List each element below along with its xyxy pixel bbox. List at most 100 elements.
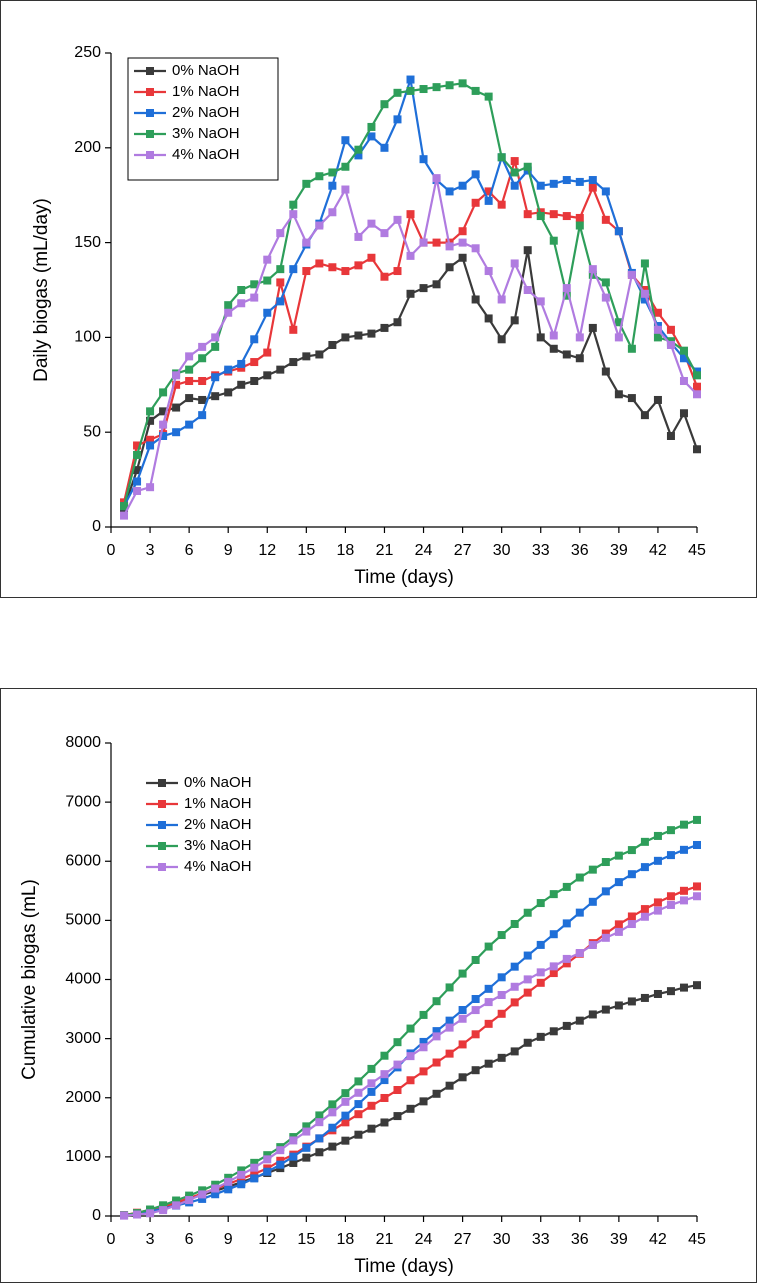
y-axis-title: Daily biogas (mL/day) [31,198,52,382]
data-point [419,1037,428,1046]
data-point [523,286,532,294]
data-point [562,212,571,221]
data-point [133,477,142,486]
x-tick-label: 33 [532,542,550,559]
data-point [302,1143,311,1152]
y-tick-label: 150 [74,234,101,251]
data-point [289,1158,298,1167]
data-point [224,308,233,317]
data-point [185,420,194,429]
x-tick-label: 33 [532,1231,550,1248]
data-point [198,1190,207,1199]
data-point [406,75,415,84]
data-point [679,409,688,418]
data-point [471,244,480,253]
data-point [432,238,441,247]
data-point [484,187,493,196]
data-point [497,1053,506,1062]
data-point [523,908,532,917]
data-point [263,255,272,264]
data-point [693,892,701,901]
data-point [614,851,623,860]
data-point [484,196,493,205]
data-point [601,293,610,302]
data-point [445,1016,454,1025]
data-point [380,1070,389,1079]
x-tick-label: 36 [571,1231,589,1248]
y-tick-label: 7000 [65,793,101,810]
data-point [211,373,220,382]
data-point [406,1076,415,1085]
data-point [588,183,597,192]
data-point [679,820,688,829]
data-point [458,1006,467,1015]
data-point [666,851,675,860]
legend-marker [158,863,166,871]
x-tick-label: 12 [258,542,276,559]
data-point [562,291,571,300]
x-tick-label: 15 [297,1231,315,1248]
data-point [549,930,558,939]
data-point [185,377,194,386]
data-point [523,951,532,960]
data-point [614,318,623,327]
data-point [198,377,207,386]
data-point [458,79,467,88]
data-point [302,1127,311,1136]
x-tick-label: 18 [337,1231,355,1248]
data-point [133,466,142,475]
data-point [693,981,701,990]
data-point [354,1100,363,1109]
data-point [393,318,402,327]
y-tick-label: 100 [74,329,101,346]
legend-label: 1% NaOH [172,83,240,100]
data-point [380,1051,389,1060]
data-point [640,905,649,914]
data-point [432,1027,441,1036]
data-point [484,314,493,323]
data-point [445,81,454,90]
data-point [185,1191,194,1200]
data-point [367,1087,376,1096]
data-point [250,377,259,386]
data-point [380,1118,389,1127]
data-point [640,993,649,1002]
legend-label: 4% NaOH [184,858,252,875]
data-point [328,1142,337,1151]
data-point [328,208,337,217]
data-point [614,920,623,929]
data-point [380,272,389,281]
data-point [367,1079,376,1088]
data-point [120,502,129,511]
data-point [367,329,376,338]
data-point [458,238,467,247]
data-point [198,342,207,351]
data-point [354,151,363,160]
data-point [393,1086,402,1095]
panel-frame [0,688,757,1283]
data-point [354,145,363,154]
data-point [640,912,649,921]
data-point [250,280,259,289]
data-point [627,394,636,403]
y-tick-label: 5000 [65,912,101,929]
data-point [614,227,623,236]
data-point [458,1014,467,1023]
data-point [640,863,649,872]
x-tick-label: 12 [258,1231,276,1248]
x-tick-label: 42 [649,542,667,559]
data-point [562,959,571,968]
data-point [419,284,428,293]
x-tick-label: 30 [493,542,511,559]
data-point [211,392,220,401]
data-point [679,896,688,905]
data-point [211,1184,220,1193]
data-point [549,890,558,899]
data-point [289,210,298,219]
data-point [666,826,675,835]
data-point [159,420,168,429]
data-point [380,100,389,109]
data-point [484,1059,493,1068]
data-point [224,1173,233,1182]
data-point [640,259,649,268]
